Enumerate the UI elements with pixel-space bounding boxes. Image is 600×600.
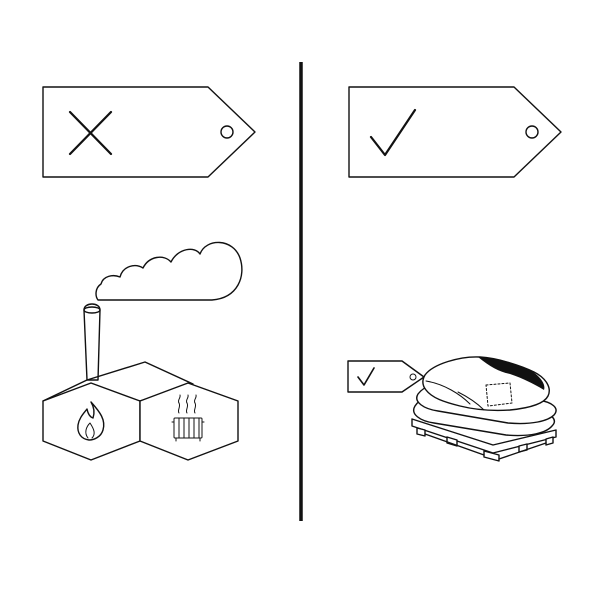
left-panel bbox=[42, 86, 256, 461]
small-check-tag-icon bbox=[347, 360, 425, 393]
factory-icon bbox=[42, 241, 243, 461]
radiator-icon bbox=[171, 394, 205, 442]
check-icon bbox=[369, 108, 417, 157]
cross-tag bbox=[42, 86, 256, 178]
check-tag bbox=[348, 86, 562, 178]
chimney bbox=[83, 303, 101, 381]
right-panel bbox=[347, 86, 562, 462]
bags-on-pallet-icon bbox=[411, 356, 557, 462]
cross-icon bbox=[68, 110, 113, 156]
flame-icon bbox=[77, 401, 105, 441]
smoke-cloud-icon bbox=[95, 241, 243, 301]
